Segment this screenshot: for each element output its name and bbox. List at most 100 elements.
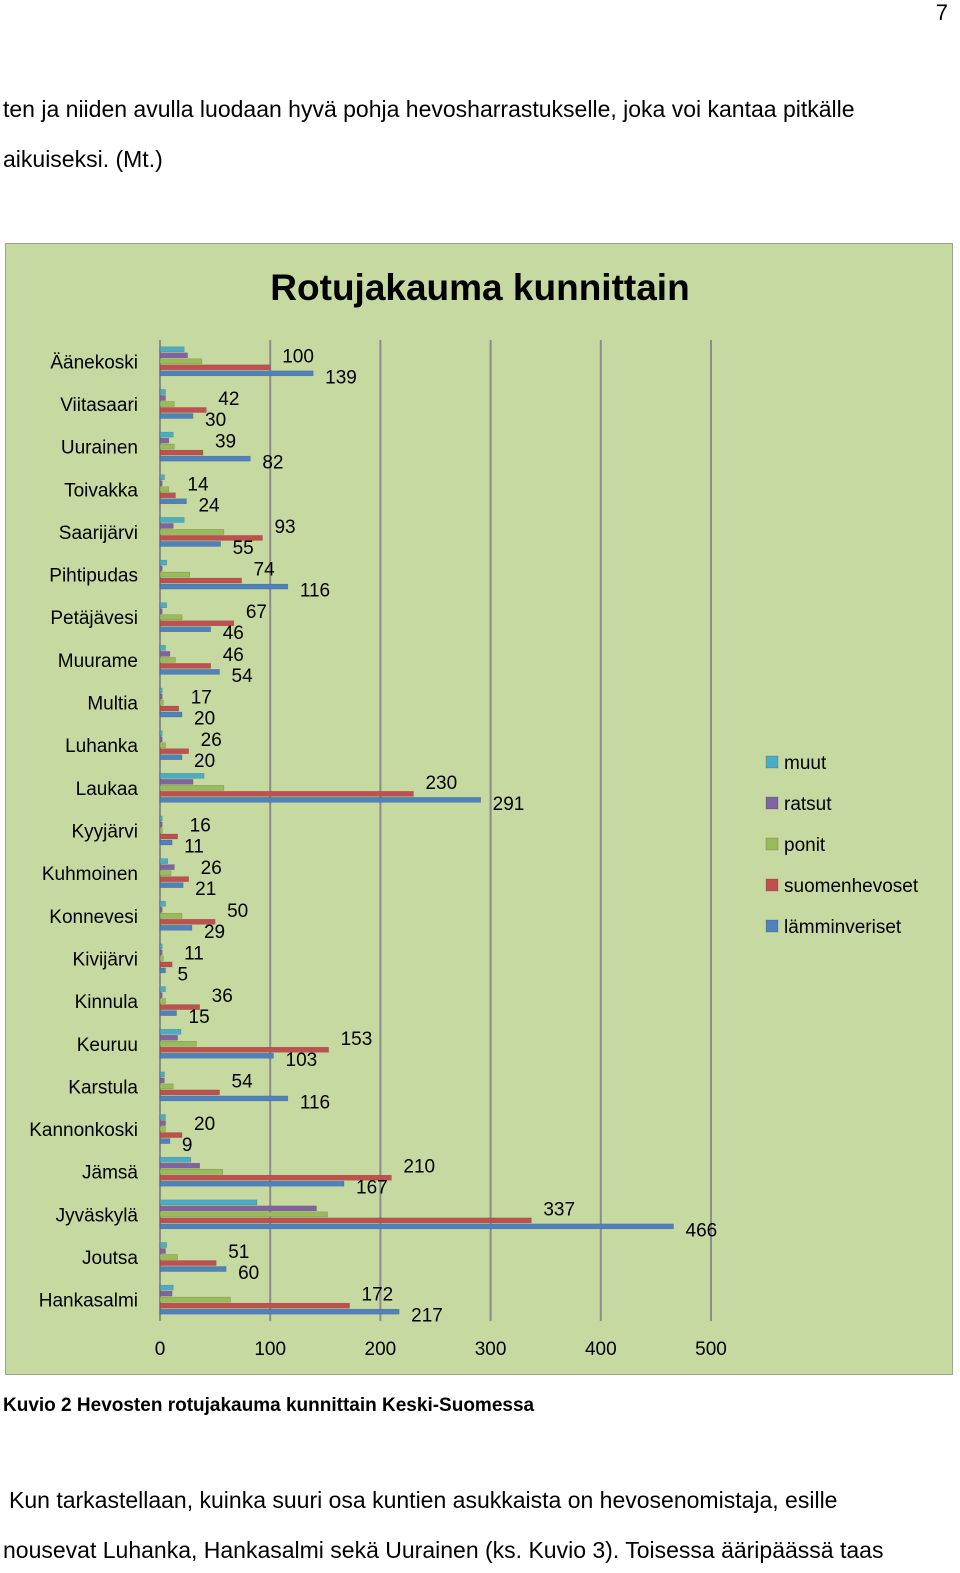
bar bbox=[159, 577, 242, 584]
bar bbox=[159, 876, 189, 882]
bar bbox=[159, 498, 187, 505]
category-label: Jämsä bbox=[82, 1163, 138, 1184]
category-label: Multia bbox=[87, 694, 138, 715]
data-label: 42 bbox=[218, 389, 239, 410]
data-label: 93 bbox=[274, 517, 295, 538]
data-label: 26 bbox=[201, 730, 222, 751]
legend-label: suomenhevoset bbox=[784, 876, 919, 897]
bar bbox=[159, 358, 203, 365]
bar bbox=[159, 839, 173, 846]
bar bbox=[159, 1266, 227, 1272]
bar bbox=[159, 523, 174, 529]
bar bbox=[159, 925, 193, 931]
bar bbox=[159, 1199, 258, 1206]
data-label: 55 bbox=[233, 538, 254, 559]
data-label: 67 bbox=[246, 602, 267, 623]
x-tick-label: 100 bbox=[254, 1339, 286, 1360]
bar bbox=[159, 913, 183, 919]
category-label: Konnevesi bbox=[49, 907, 138, 928]
data-label: 210 bbox=[403, 1157, 435, 1178]
bar bbox=[159, 1120, 166, 1126]
data-label: 36 bbox=[212, 986, 233, 1007]
bar bbox=[159, 986, 166, 992]
category-label: Kannonkoski bbox=[29, 1120, 138, 1141]
bar bbox=[159, 1126, 166, 1132]
bar bbox=[159, 1308, 400, 1315]
category-label: Muurame bbox=[58, 651, 138, 672]
bar bbox=[159, 1174, 392, 1181]
data-label: 20 bbox=[194, 1114, 215, 1135]
bar bbox=[159, 827, 163, 834]
x-tick-label: 500 bbox=[695, 1339, 727, 1360]
x-tick-label: 400 bbox=[585, 1339, 617, 1360]
bar bbox=[159, 663, 211, 669]
bar bbox=[159, 1248, 166, 1254]
data-label: 11 bbox=[184, 837, 204, 858]
bar bbox=[159, 583, 289, 590]
data-label: 337 bbox=[543, 1199, 575, 1220]
data-label: 230 bbox=[425, 773, 457, 794]
bar bbox=[159, 907, 163, 913]
bar bbox=[159, 1168, 224, 1175]
bar bbox=[159, 967, 166, 974]
bar bbox=[159, 1114, 166, 1120]
bar bbox=[159, 699, 164, 706]
data-label: 39 bbox=[215, 432, 236, 453]
bar bbox=[159, 614, 183, 620]
data-label: 24 bbox=[198, 495, 220, 516]
category-label: Keuruu bbox=[77, 1035, 138, 1056]
bar bbox=[159, 687, 163, 694]
data-label: 14 bbox=[187, 474, 209, 495]
category-label: Äänekoski bbox=[50, 352, 138, 373]
data-label: 21 bbox=[195, 879, 216, 900]
bar bbox=[159, 901, 166, 907]
bar bbox=[159, 1095, 289, 1102]
bar bbox=[159, 882, 184, 888]
data-label: 54 bbox=[232, 666, 254, 687]
bar bbox=[159, 711, 183, 718]
data-label: 103 bbox=[286, 1050, 318, 1071]
bar bbox=[159, 1041, 197, 1047]
bar bbox=[159, 797, 481, 803]
bar bbox=[159, 608, 163, 614]
category-label: Pihtipudas bbox=[49, 566, 138, 587]
bar bbox=[159, 919, 216, 925]
x-tick-label: 0 bbox=[155, 1339, 166, 1360]
bar bbox=[159, 1004, 200, 1010]
category-label: Petäjävesi bbox=[50, 608, 138, 629]
data-label: 466 bbox=[686, 1220, 718, 1241]
data-label: 30 bbox=[205, 410, 226, 431]
category-label: Jyväskylä bbox=[56, 1205, 139, 1226]
data-label: 5 bbox=[178, 964, 189, 985]
body-text-line: Kun tarkastellaan, kuinka suuri osa kunt… bbox=[9, 1487, 838, 1513]
chart-area: Rotujakauma kunnittain 0 100 200 300 400 500 Ää… bbox=[5, 243, 953, 1375]
bar bbox=[159, 833, 178, 840]
bar bbox=[159, 961, 173, 968]
bar bbox=[159, 565, 163, 572]
bar bbox=[159, 1260, 217, 1266]
data-label: 116 bbox=[300, 1092, 330, 1113]
x-tick-label: 200 bbox=[365, 1339, 397, 1360]
bar bbox=[159, 559, 167, 566]
data-label: 46 bbox=[223, 623, 244, 644]
data-label: 29 bbox=[204, 922, 225, 943]
bar bbox=[159, 858, 168, 864]
bar bbox=[159, 602, 167, 608]
data-label: 51 bbox=[228, 1242, 249, 1263]
legend-label: lämminveriset bbox=[784, 917, 902, 938]
bar bbox=[159, 1077, 165, 1084]
bar bbox=[159, 651, 171, 657]
bar bbox=[159, 645, 166, 651]
bar bbox=[159, 815, 163, 822]
legend-swatch bbox=[765, 837, 779, 851]
data-label: 26 bbox=[201, 858, 222, 879]
bar bbox=[159, 779, 194, 785]
bar bbox=[159, 1083, 174, 1090]
legend-swatch bbox=[765, 755, 779, 769]
bar bbox=[159, 395, 166, 401]
data-label: 16 bbox=[190, 816, 211, 837]
legend-label: ratsut bbox=[784, 794, 832, 815]
body-text-line: aikuiseksi. (Mt.) bbox=[3, 146, 163, 172]
data-label: 20 bbox=[194, 751, 215, 772]
bar bbox=[159, 437, 170, 444]
